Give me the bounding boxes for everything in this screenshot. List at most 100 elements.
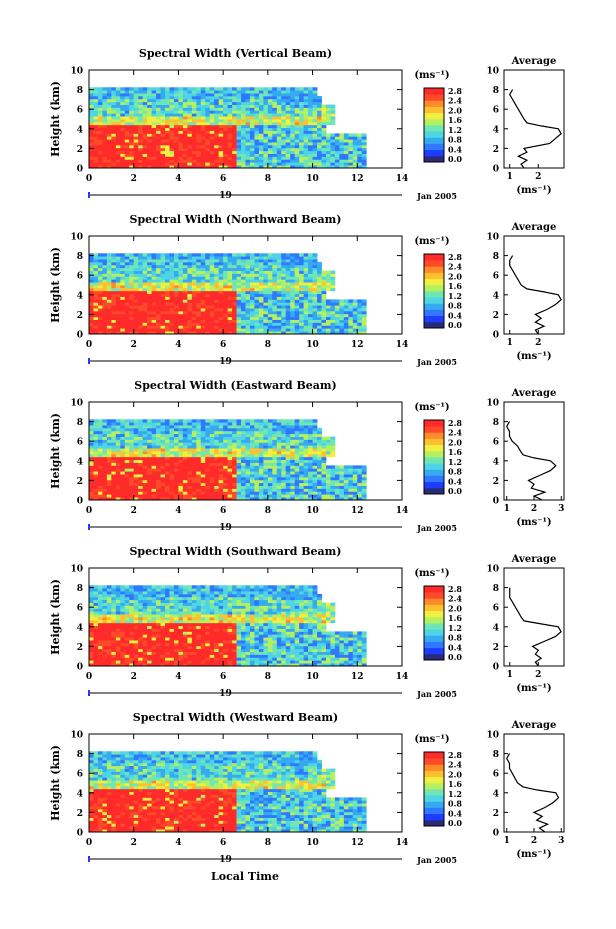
heatmap-cell	[111, 491, 117, 495]
heatmap-cell	[352, 156, 358, 160]
heatmap-cell	[138, 497, 144, 501]
colorbar-swatch	[424, 291, 444, 298]
heatmap-cell	[303, 264, 309, 269]
heatmap-cell	[129, 90, 135, 94]
heatmap-cell	[169, 130, 175, 134]
heatmap-cell	[200, 147, 206, 152]
heatmap-cell	[254, 110, 260, 114]
heatmap-cell	[303, 282, 309, 286]
heatmap-cell	[156, 427, 161, 432]
heatmap-cell	[200, 485, 206, 489]
heatmap-cell	[267, 165, 273, 169]
heatmap-cell	[267, 273, 273, 277]
heatmap-cell	[272, 430, 278, 435]
heatmap-cell	[218, 331, 224, 335]
heatmap-cell	[147, 476, 152, 481]
y-tick-label: 2	[77, 145, 83, 155]
heatmap-cell	[156, 133, 161, 137]
heatmap-cell	[245, 479, 251, 484]
heatmap-cell	[151, 142, 157, 146]
heatmap-cell	[218, 130, 224, 134]
heatmap-cell	[281, 479, 287, 484]
heatmap-cell	[156, 156, 161, 160]
heatmap-cell	[196, 276, 202, 280]
heatmap-cell	[241, 101, 246, 105]
heatmap-cell	[263, 165, 269, 169]
heatmap-cell	[106, 124, 112, 129]
heatmap-cell	[232, 422, 237, 426]
heatmap-cell	[106, 136, 112, 140]
heatmap-cell	[294, 448, 300, 452]
heatmap-cell	[187, 256, 193, 260]
heatmap-cell	[254, 124, 260, 129]
heatmap-cell	[290, 468, 296, 472]
heatmap-cell	[196, 159, 202, 163]
avg-profile-line	[509, 89, 562, 169]
heatmap-cell	[182, 328, 188, 332]
heatmap-cell	[182, 482, 188, 486]
heatmap-cell	[312, 468, 318, 472]
heatmap-cell	[165, 276, 170, 280]
heatmap-cell	[312, 433, 318, 437]
heatmap-cell	[272, 256, 278, 260]
heatmap-cell	[173, 165, 179, 169]
heatmap-cell	[182, 468, 188, 472]
heatmap-cell	[263, 264, 269, 269]
heatmap-cell	[285, 156, 291, 160]
heatmap-cell	[89, 296, 94, 300]
heatmap-cell	[138, 474, 144, 478]
heatmap-cell	[138, 293, 144, 297]
heatmap-cell	[178, 476, 184, 481]
heatmap-cell	[124, 165, 130, 169]
y-tick-label: 2	[77, 311, 83, 321]
heatmap-cell	[343, 144, 349, 149]
heatmap-cell	[294, 465, 300, 469]
heatmap-cell	[200, 130, 206, 134]
heatmap-cell	[133, 482, 139, 486]
heatmap-cell	[317, 282, 322, 286]
heatmap-cell	[249, 264, 255, 269]
heatmap-cell	[223, 494, 229, 498]
heatmap-cell	[115, 451, 121, 455]
heatmap-cell	[106, 104, 112, 108]
heatmap-cell	[178, 273, 184, 277]
heatmap-cell	[160, 144, 166, 149]
heatmap-cell	[218, 162, 224, 166]
heatmap-cell	[339, 465, 345, 469]
heatmap-cell	[151, 107, 157, 111]
heatmap-cell	[303, 259, 309, 263]
heatmap-cell	[93, 293, 99, 297]
heatmap-cell	[227, 130, 233, 134]
heatmap-cell	[133, 142, 139, 146]
heatmap-cell	[133, 422, 139, 426]
heatmap-cell	[241, 261, 246, 266]
heatmap-cell	[321, 491, 327, 495]
heatmap-cell	[147, 439, 152, 443]
heatmap-cell	[245, 267, 251, 271]
heatmap-cell	[93, 273, 99, 277]
heatmap-cell	[281, 491, 287, 495]
heatmap-cell	[223, 150, 229, 154]
heatmap-cell	[294, 485, 300, 489]
heatmap-cell	[254, 253, 260, 257]
heatmap-cell	[115, 476, 121, 481]
heatmap-cell	[147, 87, 152, 91]
heatmap-cell	[97, 253, 103, 257]
heatmap-cell	[357, 299, 363, 303]
heatmap-cell	[303, 253, 309, 257]
heatmap-cell	[308, 465, 313, 469]
heatmap-cell	[106, 468, 112, 472]
plot-frame	[88, 401, 403, 501]
heatmap-cell	[303, 462, 309, 466]
heatmap-cell	[151, 310, 157, 315]
heatmap-cell	[111, 107, 117, 111]
heatmap-cell	[133, 325, 139, 329]
heatmap-cell	[156, 451, 161, 455]
heatmap-cell	[93, 465, 99, 469]
heatmap-cell	[147, 279, 152, 283]
heatmap-cell	[276, 121, 282, 126]
heatmap-cell	[241, 313, 246, 318]
y-tick-label: 8	[77, 252, 83, 262]
heatmap-cell	[281, 90, 287, 94]
heatmap-cell	[232, 451, 237, 455]
